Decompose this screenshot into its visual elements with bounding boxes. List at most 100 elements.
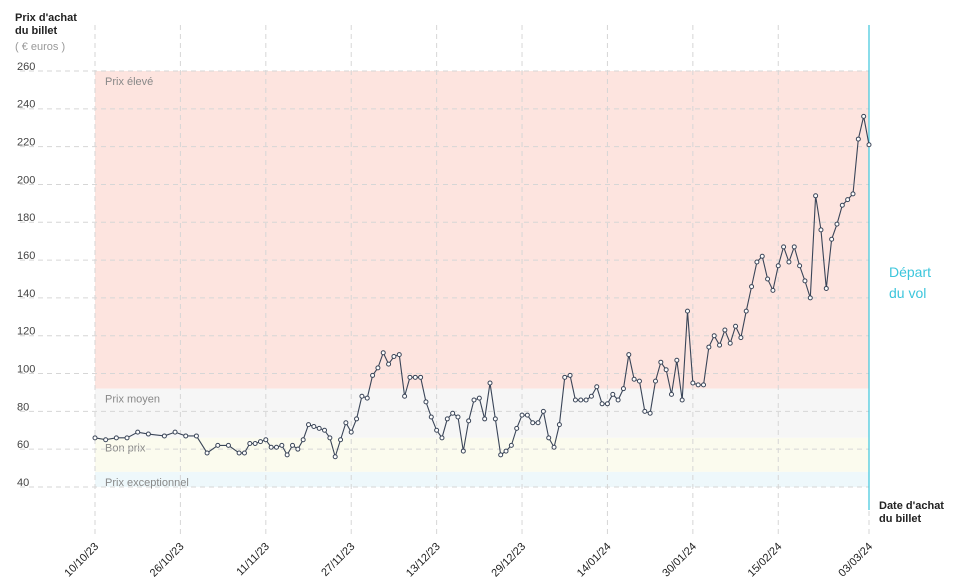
price-point [215,442,221,448]
price-point [733,323,739,329]
y-tick-label: 120 [17,326,35,338]
x-tick-label: 29/12/23 [489,541,528,580]
price-point [444,416,450,422]
y-tick-label: 80 [17,401,29,413]
price-band [95,437,869,472]
price-band [95,388,869,438]
price-point [343,420,349,426]
price-point [135,429,141,435]
y-axis-label: Prix d'achat du billet [15,12,77,37]
x-tick-label: 15/02/24 [746,541,785,580]
price-point [402,393,408,399]
price-point [252,441,258,447]
price-point [113,435,119,441]
price-point [679,397,685,403]
y-tick-label: 240 [17,99,35,111]
price-point [802,278,808,284]
price-point [701,382,707,388]
price-point [354,416,360,422]
price-point [124,435,130,441]
y-axis-unit: ( € euros ) [15,41,66,53]
price-point [599,401,605,407]
price-point [626,352,632,358]
price-point [722,327,728,333]
price-point [567,372,573,378]
price-point [386,361,392,367]
price-point [663,367,669,373]
price-point [711,333,717,339]
y-tick-label: 40 [17,477,29,489]
x-tick-label: 30/01/24 [660,541,699,580]
price-point [647,410,653,416]
band-label: Prix moyen [105,394,160,406]
x-tick-label: 27/11/23 [319,541,357,579]
price-point [161,433,167,439]
x-tick-label: 13/12/23 [404,541,443,580]
price-point [572,397,578,403]
price-point [706,344,712,350]
price-point [685,308,691,314]
price-point [263,437,269,443]
price-point [370,372,376,378]
price-point [829,236,835,242]
price-point [797,263,803,269]
price-point [498,452,504,458]
price-point [674,357,680,363]
price-point [268,444,274,450]
price-point [428,414,434,420]
price-point [759,253,765,259]
price-band [95,71,869,389]
y-tick-label: 260 [17,61,35,73]
price-point [247,441,253,447]
price-point [813,193,819,199]
price-point [781,244,787,250]
price-point [503,448,509,454]
price-point [236,450,242,456]
price-point [690,380,696,386]
price-point [412,374,418,380]
price-point [695,382,701,388]
price-point [546,435,552,441]
price-point [642,408,648,414]
price-point [631,376,637,382]
price-point [834,221,840,227]
price-point [855,136,861,142]
price-point [327,435,333,441]
price-point [241,450,247,456]
price-point [492,416,498,422]
x-tick-label: 11/11/23 [234,541,272,579]
price-point [807,295,813,301]
price-point [279,442,285,448]
price-point [439,435,445,441]
y-tick-label: 180 [17,212,35,224]
price-point [749,284,755,290]
price-point [391,354,397,360]
price-point [316,425,322,431]
price-point [311,423,317,429]
price-point [540,408,546,414]
x-tick-label: 14/01/24 [575,541,614,580]
price-point [620,386,626,392]
price-point [765,276,771,282]
x-tick-label: 10/10/23 [62,541,101,580]
price-point [738,335,744,341]
price-point [466,418,472,424]
price-point [375,365,381,371]
y-tick-label: 100 [17,363,35,375]
price-point [861,113,867,119]
price-point [594,384,600,390]
price-point [519,412,525,418]
price-point [514,425,520,431]
price-point [717,342,723,348]
price-point [754,259,760,265]
price-point [578,397,584,403]
price-point [786,259,792,265]
price-point [668,391,674,397]
price-point [359,393,365,399]
price-point [583,397,589,403]
price-point [273,444,279,450]
y-tick-label: 60 [17,439,29,451]
price-point [556,422,562,428]
y-tick-label: 200 [17,174,35,186]
price-point [535,420,541,426]
